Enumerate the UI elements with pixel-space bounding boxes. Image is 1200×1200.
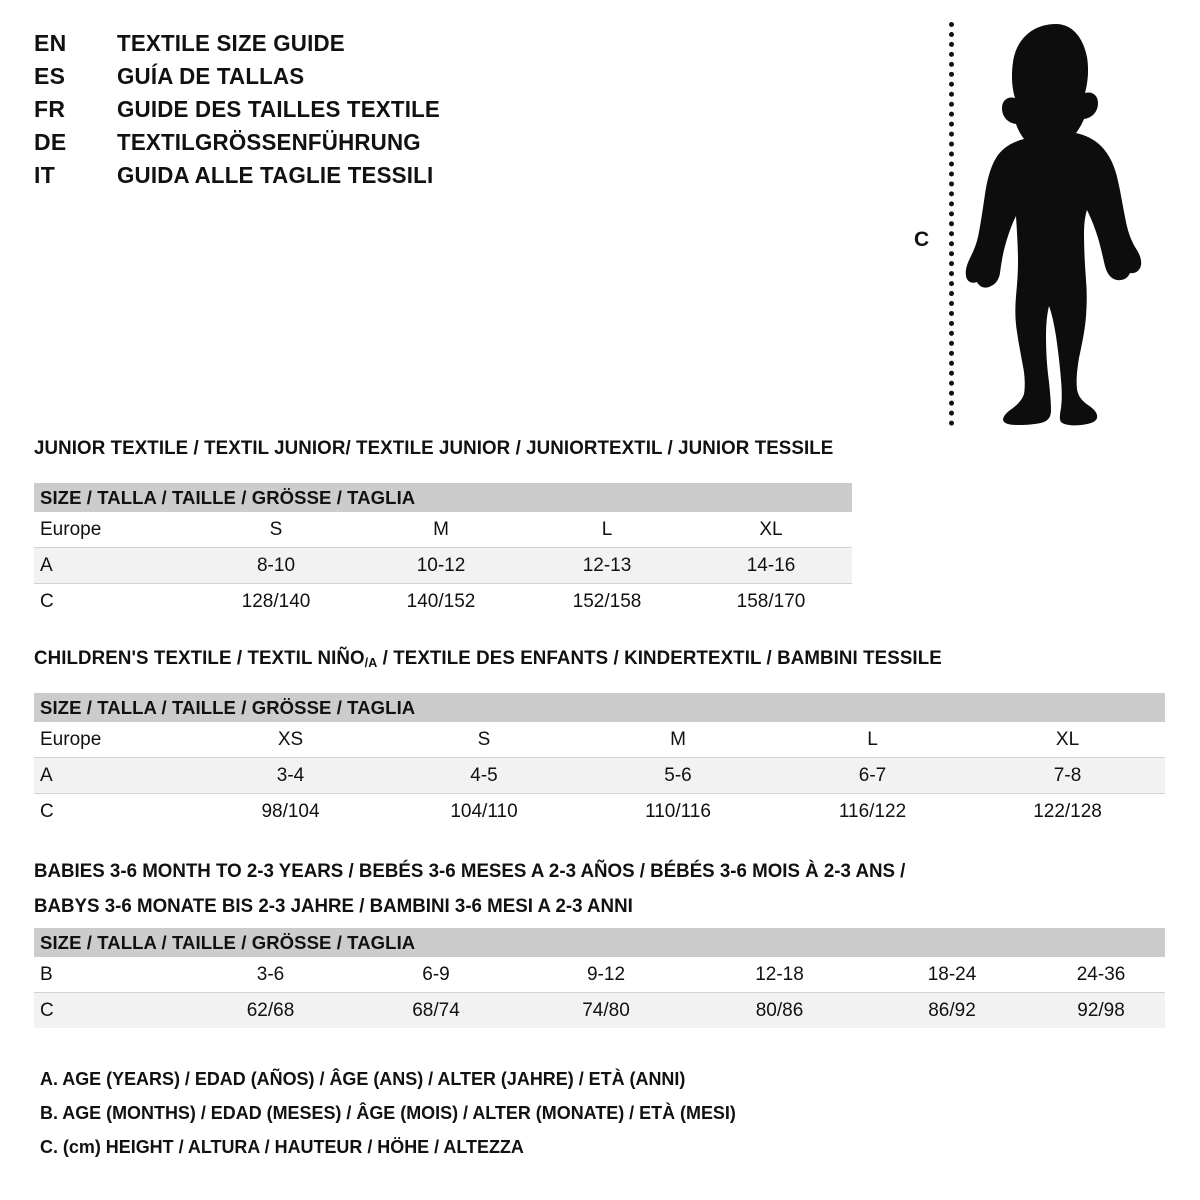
table-row: C 98/104 104/110 110/116 116/122 122/128	[34, 794, 1165, 830]
table-row: C 62/68 68/74 74/80 80/86 86/92 92/98	[34, 992, 1166, 1028]
language-title-block: EN TEXTILE SIZE GUIDE ES GUÍA DE TALLAS …	[34, 30, 594, 195]
junior-size-xl: XL	[690, 512, 853, 548]
junior-height-xl: 158/170	[736, 590, 806, 612]
table-row: Europe XS S M L XL	[34, 722, 1166, 758]
babies-months-1: 3-6	[189, 957, 352, 993]
junior-row-label-a: A	[34, 547, 194, 584]
babies-row-label-c: C	[34, 992, 189, 1028]
babies-height-1: 62/68	[189, 992, 352, 1028]
junior-section-heading: JUNIOR TEXTILE / TEXTIL JUNIOR/ TEXTILE …	[34, 437, 834, 459]
babies-bar-label: SIZE / TALLA / TAILLE / GRÖSSE / TAGLIA	[34, 928, 1166, 957]
language-code-it: IT	[34, 162, 56, 188]
children-size-s: S	[387, 722, 581, 758]
babies-height-5: 86/92	[867, 992, 1037, 1028]
babies-months-2: 6-9	[352, 957, 520, 993]
babies-height-2: 68/74	[352, 992, 520, 1028]
legend-line-a: A. AGE (YEARS) / EDAD (AÑOS) / ÂGE (ANS)…	[40, 1068, 686, 1089]
junior-bar-label: SIZE / TALLA / TAILLE / GRÖSSE / TAGLIA	[34, 483, 853, 512]
children-size-xs: XS	[194, 722, 387, 758]
babies-months-6: 24-36	[1037, 957, 1166, 993]
junior-size-m: M	[358, 512, 524, 548]
children-age-xs: 3-4	[194, 757, 387, 794]
children-size-table: SIZE / TALLA / TAILLE / GRÖSSE / TAGLIA …	[34, 693, 1166, 830]
babies-section-heading-line1: BABIES 3-6 MONTH TO 2-3 YEARS / BEBÉS 3-…	[34, 860, 906, 882]
junior-height-s: 128/140	[241, 590, 311, 612]
language-row-en: EN TEXTILE SIZE GUIDE	[34, 30, 594, 63]
children-height-l: 116/122	[838, 800, 907, 822]
babies-section-heading-line2: BABYS 3-6 MONATE BIS 2-3 JAHRE / BAMBINI…	[34, 895, 633, 917]
junior-size-s: S	[194, 512, 358, 548]
junior-age-l: 12-13	[524, 547, 690, 584]
children-section-heading: CHILDREN'S TEXTILE / TEXTIL NIÑO/A / TEX…	[34, 647, 942, 670]
language-code-de: DE	[34, 129, 67, 155]
children-bar-label: SIZE / TALLA / TAILLE / GRÖSSE / TAGLIA	[34, 693, 1166, 722]
children-heading-sub: /A	[364, 655, 378, 670]
language-title-it: GUIDA ALLE TAGLIE TESSILI	[117, 162, 434, 188]
children-age-m: 5-6	[581, 757, 775, 794]
language-title-de: TEXTILGRÖSSENFÜHRUNG	[117, 129, 421, 155]
language-title-fr: GUIDE DES TAILLES TEXTILE	[117, 96, 441, 122]
children-age-l: 6-7	[775, 757, 970, 794]
children-height-m: 110/116	[645, 800, 711, 822]
junior-row-label-europe: Europe	[34, 512, 194, 548]
children-size-l: L	[775, 722, 970, 758]
babies-months-5: 18-24	[867, 957, 1037, 993]
babies-size-table: SIZE / TALLA / TAILLE / GRÖSSE / TAGLIA …	[34, 928, 1166, 1028]
language-code-es: ES	[34, 63, 66, 89]
language-row-it: IT GUIDA ALLE TAGLIE TESSILI	[34, 162, 594, 195]
height-dashed-line	[949, 22, 954, 426]
legend-block: A. AGE (YEARS) / EDAD (AÑOS) / ÂGE (ANS)…	[40, 1062, 757, 1164]
children-size-xl: XL	[970, 722, 1166, 758]
language-title-es: GUÍA DE TALLAS	[117, 63, 305, 89]
children-row-label-a: A	[34, 757, 194, 794]
legend-line-c: C. (cm) HEIGHT / ALTURA / HAUTEUR / HÖHE…	[40, 1136, 524, 1157]
language-row-de: DE TEXTILGRÖSSENFÜHRUNG	[34, 129, 594, 162]
language-row-es: ES GUÍA DE TALLAS	[34, 63, 594, 96]
height-measure-figure: C	[900, 10, 1160, 430]
junior-height-l: 152/158	[572, 590, 642, 612]
language-title-en: TEXTILE SIZE GUIDE	[117, 30, 345, 56]
language-code-fr: FR	[34, 96, 66, 122]
junior-age-s: 8-10	[194, 547, 358, 584]
children-height-s: 104/110	[450, 800, 518, 822]
junior-age-m: 10-12	[358, 547, 524, 584]
babies-months-3: 9-12	[520, 957, 692, 993]
junior-age-xl: 14-16	[690, 547, 853, 584]
children-age-xl: 7-8	[970, 757, 1166, 794]
children-row-label-c: C	[40, 800, 54, 822]
language-row-fr: FR GUIDE DES TAILLES TEXTILE	[34, 96, 594, 129]
table-row: C 128/140 140/152 152/158 158/170	[34, 584, 852, 620]
babies-height-3: 74/80	[520, 992, 692, 1028]
height-measure-label: C	[914, 228, 930, 251]
junior-height-m: 140/152	[406, 590, 476, 612]
babies-height-6: 92/98	[1037, 992, 1166, 1028]
table-row: Europe S M L XL	[34, 512, 853, 548]
language-code-en: EN	[34, 30, 67, 56]
junior-row-label-c: C	[40, 590, 54, 612]
children-table-header-bar: SIZE / TALLA / TAILLE / GRÖSSE / TAGLIA	[34, 693, 1166, 722]
table-row: A 8-10 10-12 12-13 14-16	[34, 547, 853, 584]
table-row: A 3-4 4-5 5-6 6-7 7-8	[34, 757, 1166, 794]
junior-size-l: L	[524, 512, 690, 548]
babies-months-4: 12-18	[692, 957, 867, 993]
babies-row-label-b: B	[34, 957, 189, 993]
babies-height-4: 80/86	[692, 992, 867, 1028]
toddler-silhouette-icon	[960, 18, 1150, 433]
children-height-xs: 98/104	[261, 800, 320, 822]
junior-table-header-bar: SIZE / TALLA / TAILLE / GRÖSSE / TAGLIA	[34, 483, 853, 512]
children-size-m: M	[581, 722, 775, 758]
children-height-xl: 122/128	[1033, 800, 1102, 822]
children-heading-post: / TEXTILE DES ENFANTS / KINDERTEXTIL / B…	[377, 647, 942, 669]
children-row-label-europe: Europe	[34, 722, 194, 758]
children-age-s: 4-5	[387, 757, 581, 794]
junior-size-table: SIZE / TALLA / TAILLE / GRÖSSE / TAGLIA …	[34, 483, 853, 620]
children-heading-pre: CHILDREN'S TEXTILE / TEXTIL NIÑO	[34, 647, 365, 669]
table-row: B 3-6 6-9 9-12 12-18 18-24 24-36	[34, 957, 1166, 993]
babies-table-header-bar: SIZE / TALLA / TAILLE / GRÖSSE / TAGLIA	[34, 928, 1166, 957]
legend-line-b: B. AGE (MONTHS) / EDAD (MESES) / ÂGE (MO…	[40, 1102, 736, 1123]
